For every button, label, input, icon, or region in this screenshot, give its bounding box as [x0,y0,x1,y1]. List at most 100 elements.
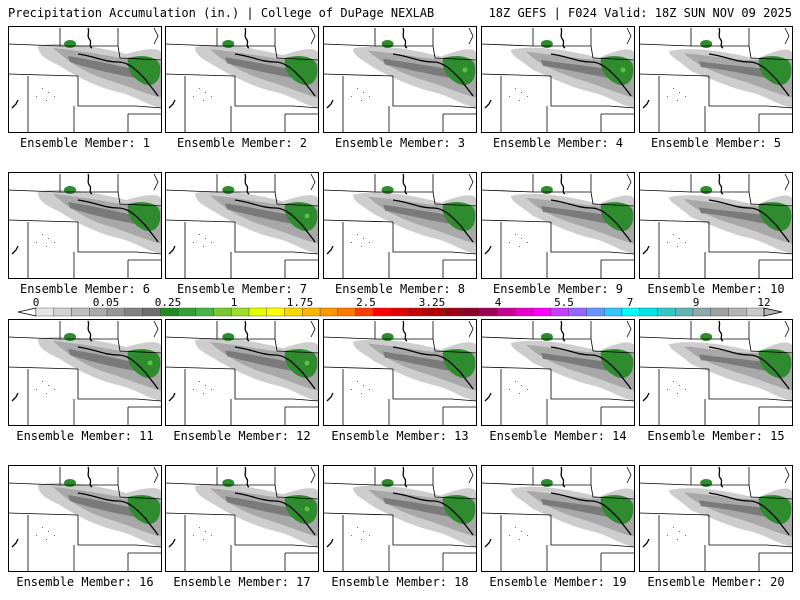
precip-heavy-band [699,207,769,224]
member-map [481,26,635,133]
legend-color-bin [195,307,214,317]
panel-frame [639,465,793,572]
ensemble-member-panel[interactable]: Ensemble Member: 10 [639,172,793,296]
city-dot [361,100,362,101]
state-line [626,27,632,45]
ensemble-member-panel[interactable]: Ensemble Member: 13 [323,319,477,443]
ensemble-member-panel[interactable]: Ensemble Member: 9 [481,172,635,296]
precip-fill-layer [669,333,793,401]
city-dots [667,88,686,101]
state-line [234,515,293,546]
precip-fill-layer [38,479,162,547]
river-fragment [484,99,492,109]
ensemble-member-panel[interactable]: Ensemble Member: 19 [481,465,635,589]
precip-green-spot [540,333,553,341]
precip-green-spot [64,40,76,48]
state-line [392,222,451,253]
legend-color-bin [89,307,108,317]
state-boundaries [481,173,635,279]
river-main-stem [708,492,790,536]
state-line [392,515,451,546]
member-caption: Ensemble Member: 17 [173,575,311,589]
city-dot [205,531,206,532]
ensemble-member-panel[interactable]: Ensemble Member: 8 [323,172,477,296]
member-caption: Ensemble Member: 14 [489,429,627,443]
missouri-river-upper [244,320,250,342]
ensemble-member-panel[interactable]: Ensemble Member: 4 [481,26,635,150]
state-line [274,338,319,354]
river-main-stem [77,492,159,536]
river-main-stem [234,492,316,536]
ensemble-member-panel[interactable]: Ensemble Member: 6 [8,172,162,296]
panel-frame [8,172,162,279]
member-map [481,172,635,279]
member-map [639,26,793,133]
city-dot [46,246,47,247]
city-dot [369,242,370,243]
city-dot [521,385,522,386]
member-caption: Ensemble Member: 7 [176,282,308,296]
ensemble-member-panel[interactable]: Ensemble Member: 14 [481,319,635,443]
state-line [165,43,218,47]
precip-fill-layer [38,40,162,108]
ensemble-member-panel[interactable]: Ensemble Member: 18 [323,465,477,589]
missouri-river-upper [560,466,566,488]
city-dot [685,389,686,390]
ensemble-member-panel[interactable]: Ensemble Member: 11 [8,319,162,443]
city-dot [54,242,55,243]
precip-green-spot [381,40,394,48]
legend-color-bin [550,307,569,317]
state-line [274,484,319,500]
ensemble-member-panel[interactable]: Ensemble Member: 7 [165,172,319,296]
state-line [639,43,692,47]
state-line [274,45,319,61]
precip-fill-layer [511,333,635,401]
state-line [639,482,692,486]
precip-fill-layer [511,186,635,254]
precip-green-spot [700,479,713,487]
state-line [117,338,162,354]
precip-green-core [442,56,476,86]
ensemble-member-panel[interactable]: Ensemble Member: 20 [639,465,793,589]
ensemble-member-panel[interactable]: Ensemble Member: 16 [8,465,162,589]
state-line [323,43,376,47]
precip-fill-layer [38,333,162,401]
legend-tick-label: 0.25 [154,296,182,309]
state-line [639,512,710,516]
state-line [708,369,767,400]
city-dot [211,242,212,243]
state-line [450,251,477,255]
member-map [323,26,477,133]
state-line [639,336,692,340]
legend-tick-label: 2.5 [356,296,376,309]
rivers [642,27,790,109]
river-fragment [326,392,334,402]
legend-color-bin [728,307,747,317]
ensemble-member-panel[interactable]: Ensemble Member: 15 [639,319,793,443]
precip-fill-layer [38,186,162,254]
panel-frame [323,26,477,133]
city-dot [519,100,520,101]
state-boundaries [481,466,635,572]
state-line [481,189,534,193]
city-dot [211,96,212,97]
state-line [8,189,61,193]
rivers [11,27,159,109]
state-line [590,45,635,61]
city-dot [54,535,55,536]
city-dot [677,393,678,394]
city-dot [42,527,43,528]
river-fragment [642,538,650,548]
ensemble-member-panel[interactable]: Ensemble Member: 2 [165,26,319,150]
precip-green-spot [700,40,713,48]
ensemble-member-panel[interactable]: Ensemble Member: 17 [165,465,319,589]
panel-frame [481,26,635,133]
ensemble-member-panel[interactable]: Ensemble Member: 1 [8,26,162,150]
precip-green-spot [381,333,394,341]
ensemble-member-panel[interactable]: Ensemble Member: 5 [639,26,793,150]
ensemble-member-panel[interactable]: Ensemble Member: 12 [165,319,319,443]
state-line [608,105,635,109]
precip-heavy-band [68,56,138,78]
ensemble-member-panel[interactable]: Ensemble Member: 3 [323,26,477,150]
precip-fill-layer [511,40,635,108]
